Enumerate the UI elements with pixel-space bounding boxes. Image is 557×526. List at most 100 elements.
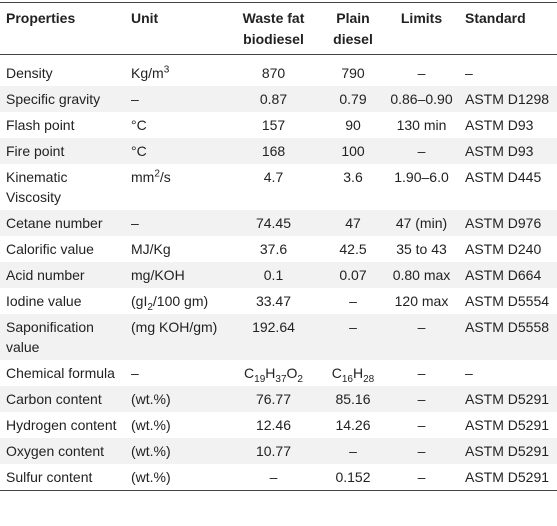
table-row: Specific gravity –0.87 0.79 0.86–0.90 ASTM D… (0, 86, 557, 112)
table-cell: (wt.%) (131, 417, 171, 433)
table-cell: 10.77 (225, 438, 322, 464)
table-cell: – (125, 210, 225, 236)
table-cell: Acid number (0, 262, 125, 288)
table-cell: 35 to 43 (396, 241, 447, 257)
table-cell: 42.5 (339, 241, 367, 257)
text-run: /s (159, 169, 171, 185)
text-run: 28 (363, 373, 375, 385)
table-cell: 0.07 (322, 262, 384, 288)
column-header: Waste fat biodiesel (225, 2, 322, 55)
table-cell: ASTM D93 (465, 117, 534, 133)
table-cell: 47 (322, 210, 384, 236)
text-run: H (353, 365, 364, 381)
table-cell: – (417, 65, 426, 81)
table-cell: Calorific value (6, 241, 94, 257)
table-cell: Kinematic Viscosity (6, 169, 68, 205)
table-cell: (wt.%) (131, 469, 171, 485)
column-header: Plain diesel (322, 2, 384, 55)
table-row: Sulfur content (wt.%) – 0.152 – ASTM D5291 (0, 464, 557, 491)
text-run: 2 (297, 373, 303, 385)
table-cell: – (322, 314, 384, 360)
table-cell: Density (6, 65, 53, 81)
table-cell: mg/KOH (125, 262, 225, 288)
table-cell: Flash point (6, 117, 75, 133)
table-cell: 3.6 (343, 169, 363, 185)
text-run: 19 (254, 373, 266, 385)
table-cell: C19H37O2 (225, 360, 322, 386)
text-run: 37 (275, 373, 287, 385)
table-cell: 12.46 (255, 417, 292, 433)
table-cell: ASTM D5291 (465, 469, 550, 485)
table-cell: ASTM D5291 (459, 438, 557, 464)
column-header: Properties (0, 2, 125, 55)
header-row: Properties Unit Waste fat biodiesel Plain d… (0, 2, 557, 55)
table-cell: 130 min (396, 117, 447, 133)
table-row: Flash point °C 157 90 130 min ASTM D93 (0, 112, 557, 138)
table-cell: °C (125, 138, 225, 164)
table-cell: 47 (min) (384, 210, 459, 236)
table-cell: ASTM D240 (465, 241, 542, 257)
table-cell: MJ/Kg (131, 241, 171, 257)
column-header: Limits (384, 2, 459, 55)
table-row: Calorific value MJ/Kg 37.6 42.5 35 to 43 ASTM… (0, 236, 557, 262)
table-cell: ASTM D664 (459, 262, 557, 288)
table-cell: – (384, 386, 459, 412)
table-cell: Carbon content (0, 386, 125, 412)
table-cell: – (384, 314, 459, 360)
text-run: 2 (147, 301, 153, 313)
table-cell: 790 (341, 65, 365, 81)
table-cell: – (349, 293, 357, 309)
table-cell: – (417, 365, 426, 381)
table-cell: – (131, 365, 139, 381)
table-cell: 37.6 (259, 241, 288, 257)
table-row: Oxygen content (wt.%) 10.77– – ASTM D5291 (0, 438, 557, 464)
table-cell: 0.86–0.90 (384, 86, 459, 112)
text-run: O (286, 365, 298, 381)
table-cell: 0.80 max (384, 262, 459, 288)
table-row: Cetane number –74.45 47 47 (min) ASTM D976 (0, 210, 557, 236)
table-cell: ASTM D445 (465, 169, 542, 185)
table-row: Chemical formula – C19H37O2 C16H28– – (0, 360, 557, 386)
table-row: Kinematic Viscosity mm2/s 4.7 3.6 1.90–6.0 AS… (0, 164, 557, 210)
table-row: Saponification value (mg KOH/gm) 192.64– – A… (0, 314, 557, 360)
table-cell: 14.26 (335, 417, 371, 433)
column-header: Unit (125, 2, 225, 55)
table-cell: 192.64 (225, 314, 322, 360)
table-cell: – (417, 469, 426, 485)
table-cell: 76.77 (225, 386, 322, 412)
table-cell: ASTM D5291 (465, 417, 550, 433)
table-cell: – (322, 438, 384, 464)
table-cell: ASTM D93 (459, 138, 557, 164)
table-cell: 870 (261, 65, 286, 81)
table-cell: ASTM D5554 (465, 293, 550, 309)
table-row: Acid number mg/KOH 0.1 0.07 0.80 max ASTM D66… (0, 262, 557, 288)
text-run: mm (131, 169, 155, 185)
table-cell: – (384, 438, 459, 464)
table-cell: 4.7 (263, 169, 284, 185)
text-run: (gI (131, 293, 148, 309)
table-cell: Sulfur content (6, 469, 93, 485)
table-cell: 74.45 (225, 210, 322, 236)
table-row: Density Kg/m3 870 790 – – (0, 55, 557, 87)
table-cell: °C (131, 117, 147, 133)
table-cell: – (269, 469, 278, 485)
table-cell: ASTM D5558 (459, 314, 557, 360)
table-cell: mm2/s (125, 164, 225, 210)
text-run: 16 (341, 373, 353, 385)
table-cell: 157 (261, 117, 286, 133)
table-row: Fire point °C 168 100– ASTM D93 (0, 138, 557, 164)
text-run: C (331, 365, 342, 381)
table-cell: (wt.%) (125, 386, 225, 412)
properties-table: Properties Unit Waste fat biodiesel Plain d… (0, 2, 557, 491)
table-cell: 85.16 (322, 386, 384, 412)
table-cell: 90 (345, 117, 361, 133)
table-cell: 0.1 (225, 262, 322, 288)
text-run: Kg/m (131, 65, 164, 81)
table-cell: (wt.%) (125, 438, 225, 464)
table-cell: 120 max (394, 293, 449, 309)
text-run: C (244, 365, 255, 381)
table-cell: Saponification value (0, 314, 125, 360)
table-cell: 1.90–6.0 (394, 169, 449, 185)
table-cell: 100 (322, 138, 384, 164)
text-run: 2 (154, 168, 160, 180)
